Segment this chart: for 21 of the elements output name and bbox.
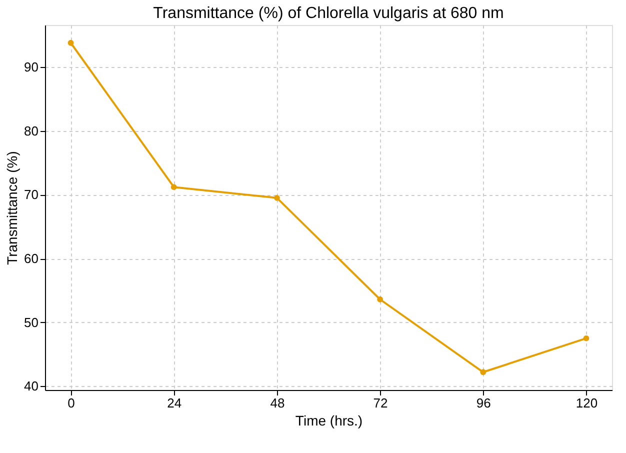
x-tick-label: 96 (476, 396, 491, 410)
y-axis-title: Transmittance (%) (4, 151, 20, 265)
x-tick-label: 120 (576, 396, 598, 410)
y-tick-label: 70 (24, 187, 38, 202)
point (377, 296, 384, 302)
point (274, 194, 280, 201)
point (68, 40, 74, 46)
point (170, 184, 177, 190)
x-tick-label: 24 (167, 396, 182, 410)
x-tick-label: 72 (373, 396, 388, 410)
y-tick-label: 80 (24, 123, 38, 138)
chart-title: Transmittance (%) of Chlorella vulgaris at 680 nm (153, 5, 504, 22)
y-tick-label: 90 (24, 60, 38, 75)
x-tick-label: 0 (68, 396, 75, 410)
point (583, 335, 590, 342)
y-tick-label: 50 (24, 314, 38, 330)
y-tick-label: 60 (24, 251, 38, 266)
x-axis-title: Time (hrs.) (295, 412, 363, 428)
x-tick-label: 48 (270, 396, 285, 410)
point (480, 369, 486, 376)
y-tick-label: 40 (24, 378, 38, 394)
